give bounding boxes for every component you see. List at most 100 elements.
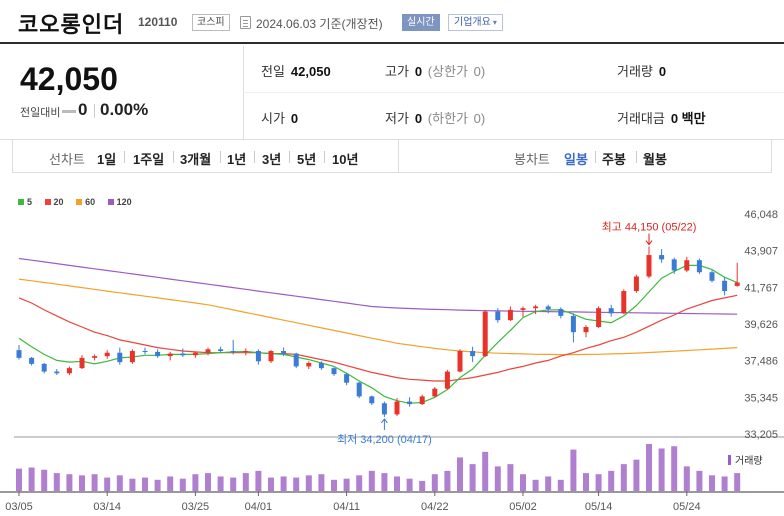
x-tick-label: 03/05 <box>5 501 33 513</box>
candle-body <box>709 272 715 281</box>
candle-body <box>243 351 249 353</box>
candle-body <box>520 308 526 310</box>
open-value: 0 <box>290 111 299 126</box>
candle-body <box>381 403 387 415</box>
lower-limit-value: 0) <box>473 111 486 126</box>
volume-bar <box>494 466 501 491</box>
candle-body <box>268 351 274 362</box>
date-value: 2024.06.03 <box>256 17 317 31</box>
min-price-annotation: 최저 34,200 (04/17) <box>337 433 432 446</box>
high-value: 0 <box>414 64 423 79</box>
stock-name: 코오롱인더 <box>18 12 125 37</box>
line-chart-label: 선차트 <box>49 152 85 167</box>
tab-weekly[interactable]: 주봉 <box>602 152 626 167</box>
legend-label: 20 <box>53 197 64 207</box>
tab-1d[interactable]: 1일 <box>97 152 117 167</box>
x-tick-label: 04/11 <box>333 501 360 513</box>
x-tick-label: 04/01 <box>245 501 273 513</box>
candle-body <box>281 351 287 354</box>
volume-bar <box>53 473 60 491</box>
tab-1y[interactable]: 1년 <box>227 152 247 167</box>
tab-3y[interactable]: 3년 <box>262 152 282 167</box>
low-value: 0 <box>414 111 423 126</box>
volume-bar <box>116 475 123 491</box>
prev-close: 전일 42,050 <box>261 61 331 80</box>
change-percent: 0.00% <box>100 100 149 119</box>
x-tick-label: 03/14 <box>93 501 121 513</box>
document-icon <box>240 16 251 29</box>
candle-body <box>318 362 324 369</box>
candle-body <box>66 368 72 374</box>
tab-separator <box>124 151 125 163</box>
candle-body <box>671 259 677 271</box>
open-label: 시가 <box>261 111 285 126</box>
candle-body <box>255 351 261 362</box>
volume-bar <box>721 476 728 491</box>
candle-body <box>432 388 438 397</box>
company-overview-label: 기업개요 <box>454 17 491 28</box>
min-arrow-head <box>381 418 388 424</box>
candle-body <box>129 351 135 363</box>
tab-separator <box>595 151 596 163</box>
volume-bar <box>192 474 199 491</box>
candle-body <box>205 349 211 353</box>
change-label: 전일대비 <box>20 107 61 119</box>
candle-body <box>369 396 375 404</box>
volume-bar <box>217 476 224 491</box>
realtime-button[interactable]: 실시간 <box>402 14 440 31</box>
volume-bar <box>41 469 48 491</box>
volume-bar <box>381 473 388 491</box>
candle-body <box>41 363 47 372</box>
candle-body <box>470 351 476 357</box>
volume-bar <box>457 457 463 491</box>
company-overview-button[interactable]: 기업개요 ▾ <box>448 14 503 31</box>
tab-3m[interactable]: 3개월 <box>180 152 212 167</box>
volume-bar <box>583 473 589 491</box>
volume-bar <box>280 476 287 491</box>
tab-daily[interactable]: 일봉 <box>564 152 588 167</box>
candle-body <box>482 311 488 357</box>
current-price: 42,050 <box>20 61 118 97</box>
candle-body <box>218 349 224 352</box>
candle-body <box>167 353 173 357</box>
volume-bar <box>154 479 161 491</box>
volume-bar <box>469 464 476 491</box>
candle-body <box>54 371 60 374</box>
volume-label: 거래량 <box>617 64 653 79</box>
volume-bar <box>356 475 363 491</box>
volume-bar <box>431 474 438 491</box>
volume-bar <box>318 474 325 491</box>
quote-panel: 42,050 전일대비 0 0.00% 전일 42,050 고가 0 (상한가 0)… <box>0 46 784 140</box>
candle-body <box>92 356 98 358</box>
candle-body <box>356 382 362 397</box>
tab-monthly[interactable]: 월봉 <box>643 152 667 167</box>
quote-row-divider <box>243 92 784 93</box>
volume-bar <box>406 478 413 491</box>
ma120-line <box>18 257 738 315</box>
volume-bar <box>671 446 678 491</box>
volume-value: 0 <box>658 64 667 79</box>
volume-bar <box>646 444 652 491</box>
tab-5y[interactable]: 5년 <box>297 152 317 167</box>
volume-bar <box>293 477 300 491</box>
volume-bar <box>683 466 690 491</box>
volume-bar <box>129 478 136 491</box>
open-price: 시가 0 <box>261 108 298 127</box>
ma-legend: 5 20 60 120 <box>18 197 142 207</box>
candle-body <box>419 396 425 405</box>
tab-10y[interactable]: 10년 <box>332 152 359 167</box>
candle-body <box>79 357 85 369</box>
max-arrow-head <box>645 240 653 246</box>
volume-bar <box>444 470 451 491</box>
legend-label: 5 <box>27 197 33 207</box>
tab-1w[interactable]: 1주일 <box>133 152 165 167</box>
candle-body <box>344 374 350 383</box>
chevron-down-icon: ▾ <box>492 18 497 27</box>
candle-body <box>646 255 652 277</box>
legend-swatch <box>76 199 83 205</box>
x-tick-label: 04/22 <box>421 501 449 513</box>
candle-body <box>331 368 337 375</box>
volume-bar <box>696 470 703 491</box>
x-tick-label: 05/14 <box>585 501 613 513</box>
